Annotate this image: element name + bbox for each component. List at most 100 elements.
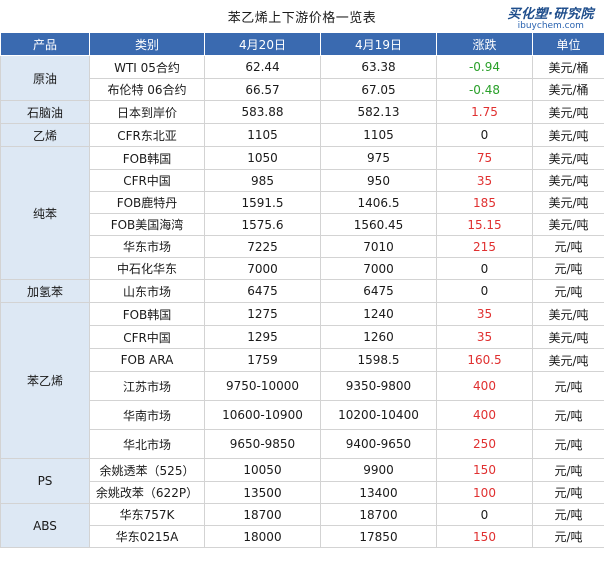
category-cell: FOB鹿特丹 — [89, 191, 205, 214]
change-cell: 1.75 — [436, 100, 533, 124]
table-row: 华东0215A 18000 17850 150 元/吨 — [1, 525, 604, 548]
table-row: 余姚改苯（622P） 13500 13400 100 元/吨 — [1, 481, 604, 504]
table-row: FOB ARA 1759 1598.5 160.5 美元/吨 — [1, 348, 604, 372]
product-cell: 乙烯 — [0, 123, 90, 147]
apr19-price-cell: 1260 — [320, 325, 437, 349]
apr20-price-cell: 1295 — [204, 325, 321, 349]
unit-cell: 美元/吨 — [532, 213, 604, 236]
header-change: 涨跌 — [436, 32, 533, 56]
category-cell: 华北市场 — [89, 429, 205, 459]
category-cell: 华东市场 — [89, 235, 205, 258]
apr19-price-cell: 10200-10400 — [320, 400, 437, 430]
apr20-price-cell: 1050 — [204, 146, 321, 170]
title-bar: 苯乙烯上下游价格一览表 买化塑·研究院 ibuychem.com — [0, 0, 604, 32]
table-row: 苯乙烯 FOB韩国 1275 1240 35 美元/吨 — [0, 302, 604, 459]
category-cell: FOB ARA — [89, 348, 205, 372]
apr20-price-cell: 10050 — [204, 458, 321, 482]
change-cell: 15.15 — [436, 213, 533, 236]
change-cell: 35 — [436, 302, 533, 326]
apr19-price-cell: 7000 — [320, 257, 437, 280]
header-category: 类别 — [89, 32, 205, 56]
apr19-price-cell: 1105 — [320, 123, 437, 147]
apr20-price-cell: 1275 — [204, 302, 321, 326]
apr20-price-cell: 1759 — [204, 348, 321, 372]
category-cell: CFR东北亚 — [89, 123, 205, 147]
price-table: 产品 类别 4月20日 4月19日 涨跌 单位 原油 WTI 05合约 62.44 6… — [0, 32, 604, 548]
brand-logo: 买化塑·研究院 ibuychem.com — [508, 3, 594, 31]
header-product: 产品 — [0, 32, 90, 56]
table-row: CFR中国 1295 1260 35 美元/吨 — [1, 325, 604, 349]
category-cell: FOB美国海湾 — [89, 213, 205, 236]
change-cell: 150 — [436, 525, 533, 548]
apr20-price-cell: 985 — [204, 169, 321, 192]
product-cell: 纯苯 — [0, 146, 90, 280]
unit-cell: 元/吨 — [532, 525, 604, 548]
change-cell: 250 — [436, 429, 533, 459]
category-cell: 日本到岸价 — [89, 100, 205, 124]
unit-cell: 美元/吨 — [532, 191, 604, 214]
unit-cell: 美元/吨 — [532, 123, 604, 147]
apr19-price-cell: 67.05 — [320, 78, 437, 101]
category-cell: 华南市场 — [89, 400, 205, 430]
table-row: ABS 华东757K 18700 18700 0 元/吨 — [0, 503, 604, 548]
unit-cell: 元/吨 — [532, 503, 604, 526]
category-cell: 中石化华东 — [89, 257, 205, 280]
change-cell: 0 — [436, 123, 533, 147]
category-cell: 华东757K — [89, 503, 205, 526]
unit-cell: 美元/吨 — [532, 302, 604, 326]
table-row: PS 余姚透苯（525） 10050 9900 150 元/吨 — [0, 458, 604, 504]
change-cell: 0 — [436, 257, 533, 280]
change-cell: 150 — [436, 458, 533, 482]
apr19-price-cell: 7010 — [320, 235, 437, 258]
apr20-price-cell: 18000 — [204, 525, 321, 548]
change-cell: 35 — [436, 169, 533, 192]
table-row: 石脑油 日本到岸价 583.88 582.13 1.75 美元/吨 — [0, 100, 604, 124]
apr20-price-cell: 1591.5 — [204, 191, 321, 214]
change-cell: 160.5 — [436, 348, 533, 372]
unit-cell: 元/吨 — [532, 279, 604, 303]
table-header-row: 产品 类别 4月20日 4月19日 涨跌 单位 — [0, 32, 604, 56]
apr19-price-cell: 13400 — [320, 481, 437, 504]
product-cell: 石脑油 — [0, 100, 90, 124]
change-cell: 215 — [436, 235, 533, 258]
unit-cell: 美元/吨 — [532, 146, 604, 170]
apr20-price-cell: 7000 — [204, 257, 321, 280]
category-cell: 余姚改苯（622P） — [89, 481, 205, 504]
apr19-price-cell: 1598.5 — [320, 348, 437, 372]
table-row: 原油 WTI 05合约 62.44 63.38 -0.94 美元/桶 — [0, 55, 604, 101]
category-cell: 华东0215A — [89, 525, 205, 548]
change-cell: -0.94 — [436, 55, 533, 79]
category-cell: 布伦特 06合约 — [89, 78, 205, 101]
table-row: FOB美国海湾 1575.6 1560.45 15.15 美元/吨 — [1, 213, 604, 236]
table-row: CFR中国 985 950 35 美元/吨 — [1, 169, 604, 192]
apr19-price-cell: 63.38 — [320, 55, 437, 79]
apr20-price-cell: 6475 — [204, 279, 321, 303]
table-row: 乙烯 CFR东北亚 1105 1105 0 美元/吨 — [0, 123, 604, 147]
unit-cell: 元/吨 — [532, 235, 604, 258]
table-body: 原油 WTI 05合约 62.44 63.38 -0.94 美元/桶 布伦特 06合约 66.… — [0, 55, 604, 548]
change-cell: 0 — [436, 279, 533, 303]
change-cell: 75 — [436, 146, 533, 170]
unit-cell: 美元/吨 — [532, 348, 604, 372]
category-cell: 余姚透苯（525） — [89, 458, 205, 482]
apr19-price-cell: 582.13 — [320, 100, 437, 124]
apr20-price-cell: 13500 — [204, 481, 321, 504]
logo-sub-text: ibuychem.com — [517, 21, 584, 31]
product-cell: 加氢苯 — [0, 279, 90, 303]
change-cell: 400 — [436, 371, 533, 401]
unit-cell: 元/吨 — [532, 458, 604, 482]
apr20-price-cell: 9650-9850 — [204, 429, 321, 459]
header-unit: 单位 — [532, 32, 604, 56]
apr19-price-cell: 6475 — [320, 279, 437, 303]
apr20-price-cell: 9750-10000 — [204, 371, 321, 401]
page-title: 苯乙烯上下游价格一览表 — [227, 11, 377, 26]
apr20-price-cell: 1105 — [204, 123, 321, 147]
table-row: 华北市场 9650-9850 9400-9650 250 元/吨 — [1, 429, 604, 459]
table-row: 加氢苯 山东市场 6475 6475 0 元/吨 — [0, 279, 604, 303]
category-cell: 山东市场 — [89, 279, 205, 303]
change-cell: 400 — [436, 400, 533, 430]
unit-cell: 美元/桶 — [532, 78, 604, 101]
unit-cell: 元/吨 — [532, 371, 604, 401]
unit-cell: 元/吨 — [532, 400, 604, 430]
